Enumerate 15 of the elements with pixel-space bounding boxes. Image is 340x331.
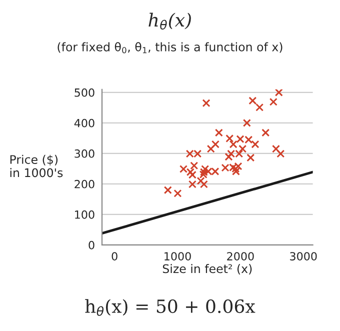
x-axis-title: Size in feet² (x) — [162, 264, 252, 275]
chart-title: h$_{θ}$(x) — [148, 12, 191, 30]
y-tick-label: 0 — [88, 240, 94, 250]
y-tick-label: 300 — [74, 149, 94, 158]
text: h$_{θ}$(x) = 50 + 0.06x — [85, 299, 256, 316]
y-tick-label: 100 — [75, 210, 94, 219]
y-axis-title: Price ($) in 1000's — [10, 154, 63, 178]
x-tick-label: 3000 — [290, 252, 317, 260]
chart-subtitle: (for fixed θ$_{0}$, θ$_{1}$, this is a function of x) — [58, 42, 282, 54]
x-tick-label: 1000 — [164, 252, 191, 260]
x-tick-label: 2000 — [227, 252, 254, 260]
y-tick-label: 200 — [74, 180, 94, 188]
y-tick-label: 400 — [74, 118, 94, 128]
x-tick-label: 0 — [112, 252, 118, 260]
y-tick-label: 500 — [74, 88, 94, 97]
